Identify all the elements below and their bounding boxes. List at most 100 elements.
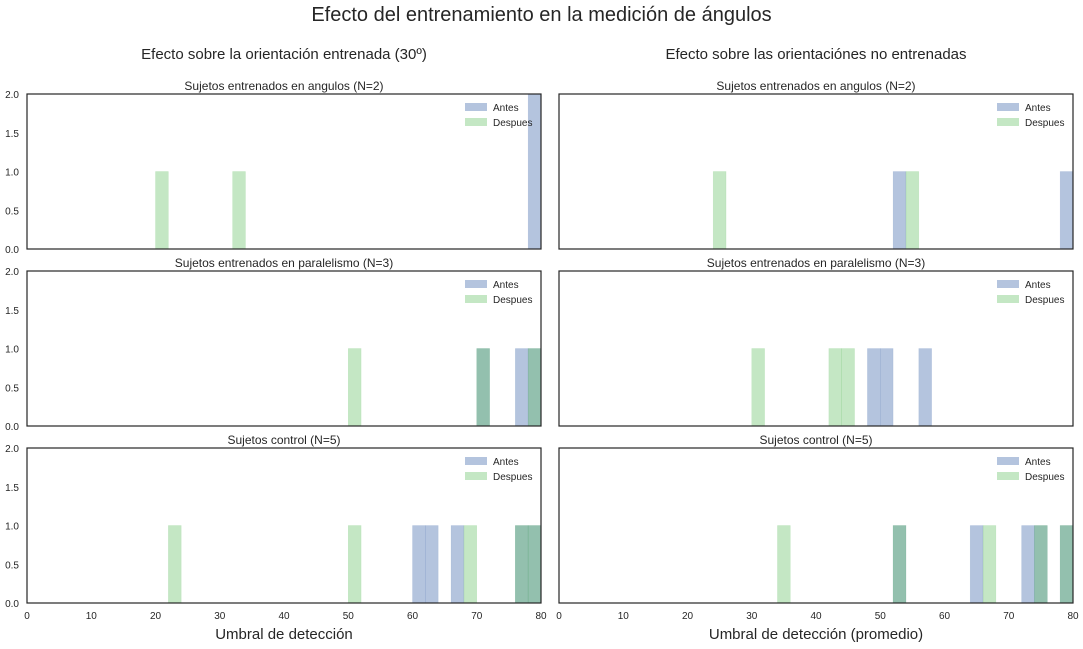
legend-label-despues: Despues [493, 472, 532, 483]
y-tick-label: 0.5 [5, 383, 19, 394]
y-tick-label: 1.5 [5, 483, 19, 494]
legend: Antes Despues [465, 457, 532, 483]
legend-swatch-despues [465, 295, 487, 303]
legend-swatch-despues [997, 472, 1019, 480]
x-tick-label: 80 [535, 611, 547, 622]
x-tick-label: 50 [343, 611, 355, 622]
y-tick-label: 2.0 [5, 444, 19, 455]
legend-swatch-despues [997, 295, 1019, 303]
axes-frame [26, 447, 542, 604]
x-tick-label: 20 [150, 611, 162, 622]
bar-despues [1059, 525, 1074, 604]
y-tick-label: 0.0 [5, 599, 19, 610]
subplot-1: Sujetos entrenados en angulos (N=2) 0.0 0.… [5, 79, 542, 256]
x-tick-label: 70 [1003, 611, 1015, 622]
left-column-title: Efecto sobre la orientación entrenada (3… [141, 46, 427, 63]
subplot-5: Sujetos control (N=5) 0.0 0.5 1.0 1.5 2.0 0 10 2… [5, 433, 547, 643]
bar-despues [751, 348, 765, 427]
x-tick-label: 60 [407, 611, 419, 622]
subplot-6: Sujetos control (N=5) 0 10 20 30 40 50 60 70 80 Um… [556, 433, 1079, 643]
bar-despues [982, 525, 997, 604]
x-tick-label: 40 [278, 611, 290, 622]
bar-antes [867, 348, 881, 427]
x-tick-label: 20 [682, 611, 694, 622]
axes-frame [558, 447, 1074, 604]
bar-despues [905, 171, 920, 250]
legend-swatch-antes [465, 280, 487, 288]
legend-label-despues: Despues [1025, 118, 1064, 129]
legend-swatch-antes [997, 103, 1019, 111]
bar-despues [527, 525, 542, 604]
legend-label-despues: Despues [1025, 472, 1064, 483]
subplot-3: Sujetos entrenados en paralelismo (N=3) 0… [5, 256, 542, 433]
figure-title: Efecto del entrenamiento en la medición … [311, 4, 772, 26]
legend-label-antes: Antes [1025, 103, 1051, 114]
y-tick-label: 1.5 [5, 129, 19, 140]
subplot-title: Sujetos entrenados en angulos (N=2) [716, 79, 915, 93]
x-tick-label: 10 [618, 611, 630, 622]
bar-despues [155, 171, 169, 250]
bar-antes [450, 525, 465, 604]
x-tick-label: 10 [86, 611, 98, 622]
legend-label-antes: Antes [493, 103, 519, 114]
x-axis-label: Umbral de detección [215, 626, 353, 643]
bar-antes [515, 348, 529, 427]
legend-swatch-antes [997, 457, 1019, 465]
axes-frame [558, 93, 1074, 250]
bar-despues [476, 348, 490, 427]
legend-label-antes: Antes [493, 280, 519, 291]
bar-despues [892, 525, 907, 604]
y-tick-label: 0.5 [5, 206, 19, 217]
right-column-title: Efecto sobre las orientaciónes no entren… [665, 46, 967, 63]
bar-despues [348, 525, 362, 604]
y-tick-label: 1.0 [5, 168, 19, 179]
y-tick-label: 0.0 [5, 245, 19, 256]
x-tick-label: 30 [746, 611, 758, 622]
axes-frame [558, 270, 1074, 427]
subplot-title: Sujetos control (N=5) [227, 433, 340, 447]
bar-despues [527, 348, 542, 427]
bar-despues [232, 171, 246, 250]
legend: Antes Despues [465, 280, 532, 306]
bar-antes [412, 525, 426, 604]
legend-label-despues: Despues [493, 118, 532, 129]
x-axis-label: Umbral de detección (promedio) [709, 626, 923, 643]
bar-antes [1059, 171, 1074, 250]
bar-antes [425, 525, 439, 604]
bar-despues [777, 525, 791, 604]
subplot-title: Sujetos entrenados en paralelismo (N=3) [175, 256, 393, 270]
x-tick-label: 70 [471, 611, 483, 622]
legend: Antes Despues [465, 103, 532, 129]
x-tick-label: 80 [1067, 611, 1079, 622]
legend: Antes Despues [997, 103, 1064, 129]
y-tick-label: 1.5 [5, 306, 19, 317]
subplot-title: Sujetos control (N=5) [759, 433, 872, 447]
bar-despues [348, 348, 362, 427]
legend-swatch-despues [997, 118, 1019, 126]
x-tick-label: 0 [556, 611, 562, 622]
bar-despues [463, 525, 477, 604]
bar-antes [918, 348, 932, 427]
legend-label-antes: Antes [493, 457, 519, 468]
subplot-title: Sujetos entrenados en angulos (N=2) [184, 79, 383, 93]
legend-swatch-despues [465, 472, 487, 480]
subplot-2: Sujetos entrenados en angulos (N=2) Antes… [558, 79, 1074, 250]
bar-antes [892, 171, 907, 250]
bar-despues [841, 348, 855, 427]
subplot-title: Sujetos entrenados en paralelismo (N=3) [707, 256, 925, 270]
axes-frame [26, 270, 542, 427]
axes-frame [26, 93, 542, 250]
y-tick-label: 0.0 [5, 422, 19, 433]
legend-label-antes: Antes [1025, 457, 1051, 468]
bar-despues [712, 171, 727, 250]
legend-label-despues: Despues [1025, 295, 1064, 306]
legend-swatch-antes [997, 280, 1019, 288]
x-tick-label: 60 [939, 611, 951, 622]
y-tick-label: 2.0 [5, 90, 19, 101]
y-tick-label: 2.0 [5, 267, 19, 278]
x-tick-label: 40 [810, 611, 822, 622]
legend-label-antes: Antes [1025, 280, 1051, 291]
bar-despues [168, 525, 182, 604]
